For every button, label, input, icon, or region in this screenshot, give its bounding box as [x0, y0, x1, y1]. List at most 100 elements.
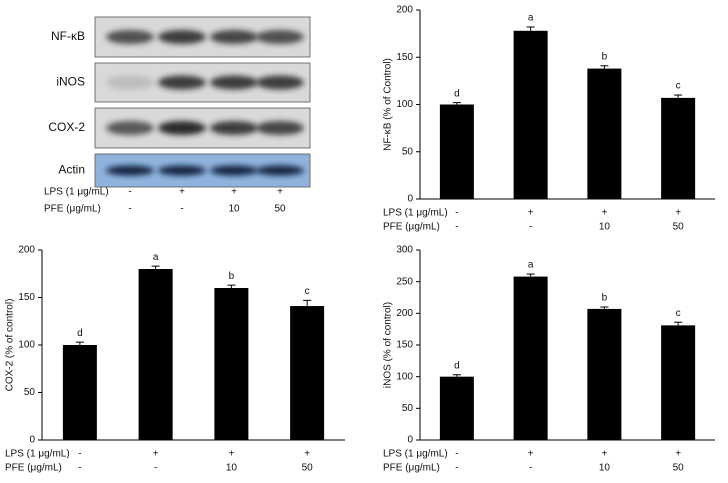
y-tick-label: 150 — [396, 340, 413, 351]
y-tick-label: 50 — [402, 146, 414, 157]
x-tick-label: - — [529, 222, 532, 233]
blot-band — [210, 121, 258, 135]
blot-band — [256, 121, 304, 135]
x-tick-label: + — [228, 449, 234, 460]
y-tick-label: 0 — [407, 194, 413, 205]
blot-band — [256, 30, 304, 44]
annotation: d — [77, 328, 83, 339]
y-tick-label: 0 — [407, 435, 413, 446]
row-label: LPS (1 μg/mL) — [383, 449, 448, 460]
blot-band — [106, 30, 154, 44]
row-label: PFE (μg/mL) — [383, 463, 440, 474]
blot-band — [158, 121, 206, 135]
y-tick-label: 150 — [396, 52, 413, 63]
bar — [513, 276, 548, 440]
blot-band — [210, 165, 258, 176]
x-tick-label: - — [154, 463, 157, 474]
y-tick-label: 200 — [18, 245, 35, 256]
lane-label: - — [180, 204, 183, 215]
row-label: PFE (μg/mL) — [5, 463, 62, 474]
bar — [138, 269, 173, 440]
row-label: LPS (1 μg/mL) — [383, 208, 448, 219]
annotation: a — [528, 13, 534, 24]
bar — [214, 288, 249, 440]
lane-label: - — [128, 187, 131, 198]
y-tick-label: 300 — [396, 245, 413, 256]
y-tick-label: 100 — [396, 99, 413, 110]
x-tick-label: + — [153, 449, 159, 460]
x-tick-label: + — [304, 449, 310, 460]
x-tick-label: + — [528, 208, 534, 219]
blot-band — [158, 30, 206, 44]
x-tick-label: 50 — [302, 463, 314, 474]
x-tick-label: - — [455, 222, 458, 233]
bar — [290, 306, 325, 440]
y-tick-label: 0 — [29, 435, 35, 446]
blot-band — [256, 75, 304, 90]
blot-band — [210, 75, 258, 90]
western-blot: NF-κB iNOS COX-2 Actin LPS (1 μg/mL) - + + + PFE … — [44, 16, 311, 215]
blot-band — [210, 30, 258, 44]
blot-band — [106, 121, 154, 135]
protein-label: Actin — [58, 163, 85, 177]
y-axis-label: iNOS (% of control) — [383, 302, 394, 388]
y-axis-label: COX-2 (% of control) — [5, 299, 16, 392]
y-tick-label: 50 — [402, 403, 414, 414]
y-tick-label: 50 — [24, 387, 36, 398]
y-tick-label: 200 — [396, 5, 413, 16]
protein-label: iNOS — [56, 75, 85, 89]
lane-label: + — [231, 187, 237, 198]
bar — [439, 104, 474, 199]
lane-label: 50 — [274, 204, 286, 215]
x-tick-label: 10 — [599, 222, 611, 233]
annotation: b — [229, 271, 235, 282]
row-label: LPS (1 μg/mL) — [44, 187, 109, 198]
x-tick-label: + — [601, 208, 607, 219]
x-tick-label: - — [455, 449, 458, 460]
bar — [513, 30, 548, 200]
x-tick-label: - — [529, 463, 532, 474]
annotation: a — [528, 260, 534, 271]
bar — [587, 68, 622, 199]
bar — [62, 345, 97, 440]
blot-band — [158, 75, 206, 90]
x-tick-label: - — [455, 208, 458, 219]
row-label: PFE (μg/mL) — [44, 204, 101, 215]
x-tick-label: + — [675, 449, 681, 460]
bar — [587, 308, 622, 440]
blot-band — [256, 165, 304, 176]
y-tick-label: 100 — [396, 371, 413, 382]
annotation: b — [602, 51, 608, 62]
row-label: PFE (µg/mL) — [383, 222, 440, 233]
annotation: d — [454, 88, 460, 99]
x-tick-label: - — [78, 463, 81, 474]
x-tick-label: 50 — [673, 222, 685, 233]
x-tick-label: 10 — [599, 463, 611, 474]
x-tick-label: + — [528, 449, 534, 460]
bar — [661, 325, 696, 440]
x-tick-label: 10 — [226, 463, 238, 474]
protein-label: NF-κB — [51, 29, 85, 43]
x-tick-label: + — [601, 449, 607, 460]
annotation: b — [602, 293, 608, 304]
y-axis-label: NF-κB (% of Control) — [383, 58, 394, 151]
y-tick-label: 200 — [396, 308, 413, 319]
annotation: c — [676, 81, 681, 92]
lane-label: + — [179, 187, 185, 198]
x-tick-label: - — [455, 463, 458, 474]
x-tick-label: 50 — [673, 463, 685, 474]
row-label: LPS (1 μg/mL) — [5, 449, 70, 460]
lane-label: 10 — [228, 204, 240, 215]
x-tick-label: + — [675, 208, 681, 219]
x-tick-label: - — [78, 449, 81, 460]
annotation: c — [305, 286, 310, 297]
blot-band — [106, 165, 154, 176]
bar — [661, 97, 696, 199]
bar — [439, 376, 474, 440]
y-tick-label: 250 — [396, 276, 413, 287]
blot-band — [106, 75, 154, 90]
annotation: d — [454, 360, 460, 371]
blot-band — [158, 165, 206, 176]
lane-label: + — [277, 187, 283, 198]
